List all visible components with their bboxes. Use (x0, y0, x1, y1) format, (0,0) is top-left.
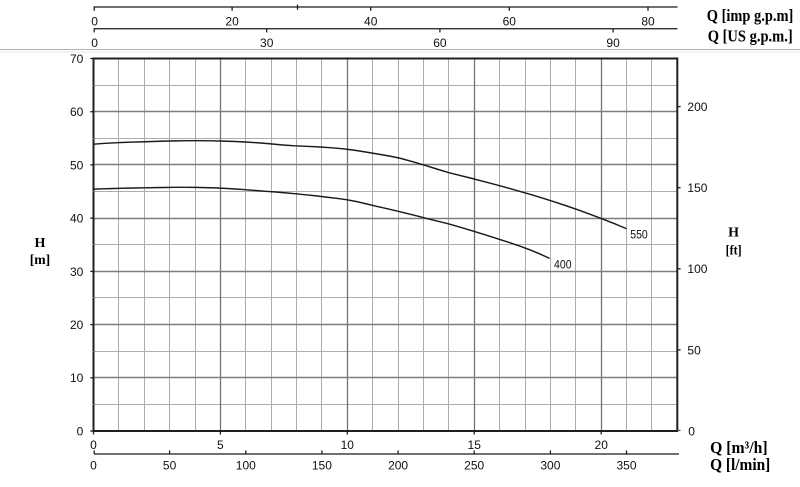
svg-text:250: 250 (464, 459, 484, 473)
svg-text:90: 90 (606, 36, 620, 50)
svg-text:150: 150 (312, 459, 332, 473)
svg-text:50: 50 (687, 343, 701, 357)
svg-text:0: 0 (91, 14, 98, 28)
svg-text:40: 40 (70, 212, 84, 226)
svg-text:100: 100 (687, 262, 707, 276)
svg-text:200: 200 (388, 459, 408, 473)
svg-text:50: 50 (70, 158, 84, 172)
svg-text:Q [imp g.p.m]: Q [imp g.p.m] (707, 6, 794, 25)
svg-text:[ft]: [ft] (726, 244, 742, 259)
svg-text:Q [US g.p.m.]: Q [US g.p.m.] (708, 26, 793, 45)
svg-text:80: 80 (641, 14, 655, 28)
svg-text:30: 30 (70, 265, 84, 279)
svg-text:70: 70 (70, 52, 84, 66)
svg-text:20: 20 (70, 318, 84, 332)
svg-text:550: 550 (630, 228, 648, 242)
svg-text:Q [l/min]: Q [l/min] (710, 455, 770, 474)
svg-text:15: 15 (468, 438, 482, 452)
svg-text:H: H (728, 226, 739, 241)
svg-text:0: 0 (688, 424, 695, 438)
svg-text:0: 0 (90, 459, 97, 473)
svg-text:10: 10 (341, 438, 355, 452)
svg-text:300: 300 (540, 459, 560, 473)
svg-text:40: 40 (364, 14, 378, 28)
svg-text:100: 100 (236, 459, 256, 473)
svg-text:200: 200 (687, 100, 707, 114)
svg-text:Q [m³/h]: Q [m³/h] (710, 438, 768, 457)
svg-text:350: 350 (616, 459, 636, 473)
svg-text:20: 20 (595, 438, 609, 452)
svg-text:30: 30 (260, 36, 274, 50)
svg-text:60: 60 (503, 14, 517, 28)
svg-text:[m]: [m] (30, 253, 51, 268)
svg-text:0: 0 (91, 36, 98, 50)
svg-text:400: 400 (554, 258, 572, 272)
svg-text:60: 60 (433, 36, 447, 50)
svg-text:20: 20 (225, 14, 239, 28)
svg-text:5: 5 (217, 438, 224, 452)
svg-text:50: 50 (163, 459, 177, 473)
svg-text:150: 150 (687, 181, 707, 195)
svg-text:60: 60 (70, 105, 84, 119)
svg-text:H: H (35, 236, 46, 251)
svg-text:10: 10 (70, 371, 84, 385)
svg-text:0: 0 (77, 424, 84, 438)
svg-text:0: 0 (90, 438, 97, 452)
